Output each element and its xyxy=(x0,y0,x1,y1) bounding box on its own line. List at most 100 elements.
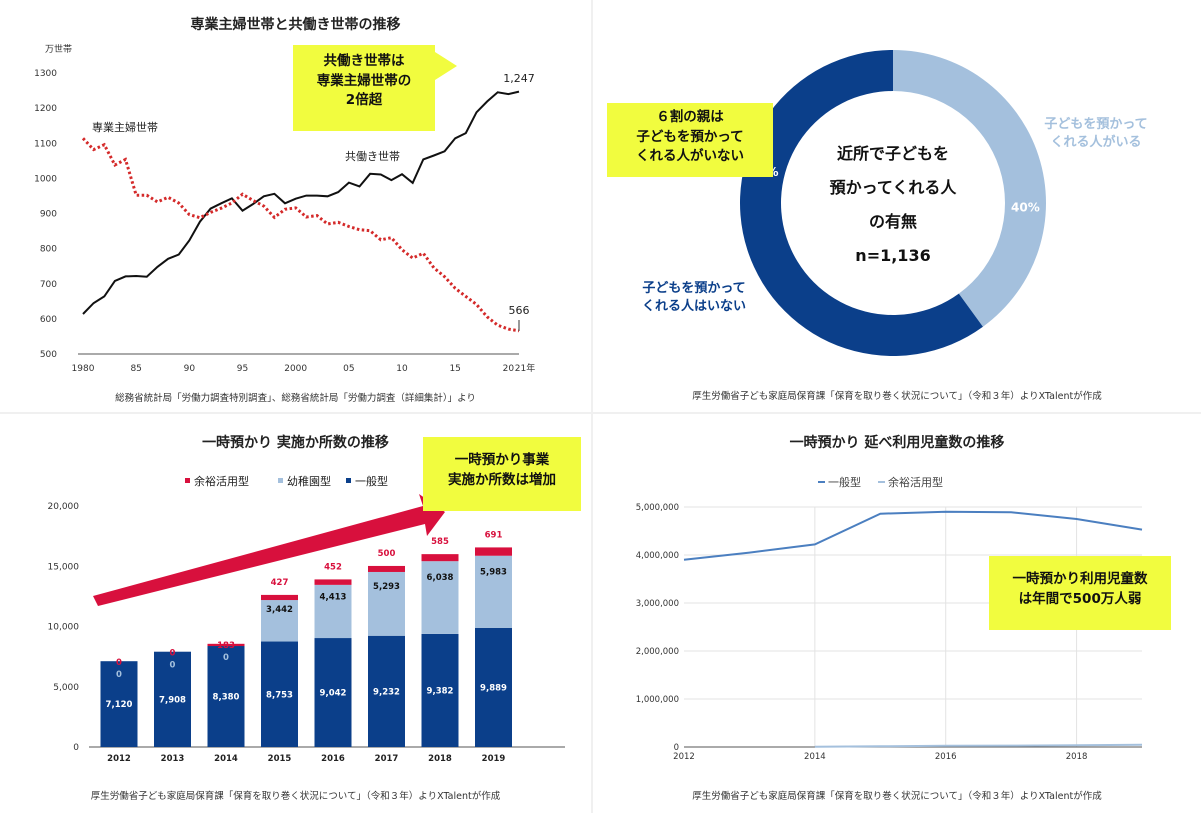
x-tick-label: 2014 xyxy=(804,752,826,762)
bar-segment xyxy=(314,579,352,585)
bar-segment xyxy=(475,555,512,628)
bar-label-general: 8,753 xyxy=(266,690,293,700)
bar-label-kindergarten: 0 xyxy=(116,670,122,680)
y-unit-label: 万世帯 xyxy=(45,43,72,55)
x-tick-label: 21年 xyxy=(515,362,535,374)
bar-label-kindergarten: 5,983 xyxy=(480,568,507,578)
panel2-source: 厚生労働省子ども家庭局保育課「保育を取り巻く状況について」（令和３年）よりXTa… xyxy=(692,391,1102,402)
y-tick-label: 2,000,000 xyxy=(636,647,679,657)
x-tick-label: 05 xyxy=(343,364,354,374)
panel4-source: 厚生労働省子ども家庭局保育課「保育を取り巻く状況について」（令和３年）よりXTa… xyxy=(692,791,1102,802)
y-tick-label: 5,000 xyxy=(53,683,79,693)
donut-center-text: n=1,136 xyxy=(855,246,930,265)
y-tick-label: 5,000,000 xyxy=(636,503,679,513)
legend-swatch xyxy=(185,478,190,483)
x-tick-label: 20 xyxy=(503,364,515,374)
bar-label-kindergarten: 6,038 xyxy=(427,573,454,583)
panel3-note-line1: 一時預かり事業 xyxy=(454,452,550,468)
bar-segment xyxy=(261,600,298,642)
x-tick-label: 90 xyxy=(184,364,196,374)
donut-chart: 40%60%子どもを預かってくれる人がいる子どもを預かってくれる人はいない近所で… xyxy=(600,38,1195,380)
bar-label-kindergarten: 4,413 xyxy=(320,593,347,603)
x-tick-label: 2013 xyxy=(161,754,185,764)
x-tick-label: 2000 xyxy=(284,364,307,374)
donut-center-text: 近所で子どもを xyxy=(837,144,949,163)
panel3-title: 一時預かり 実施か所数の推移 xyxy=(202,435,389,451)
x-tick-label: 2018 xyxy=(428,754,452,764)
bar-label-general: 9,042 xyxy=(320,689,347,699)
panel1-title: 専業主婦世帯と共働き世帯の推移 xyxy=(190,17,401,33)
bar-segment xyxy=(154,651,191,747)
y-tick-label: 0 xyxy=(73,743,79,753)
legend-label: 一般型 xyxy=(355,474,388,488)
series-label-housewife: 専業主婦世帯 xyxy=(92,120,158,134)
panel3-note: 一時預かり事業 実施か所数は増加 xyxy=(423,437,581,511)
bar-label-spare: 0 xyxy=(116,658,122,668)
bar-label-general: 7,120 xyxy=(106,700,133,710)
panel2-note: ６割の親は 子どもを預かって くれる人がいない xyxy=(607,103,773,177)
y-tick-label: 500 xyxy=(40,350,57,360)
x-tick-label: 2015 xyxy=(268,754,292,764)
legend-swatch xyxy=(278,478,283,483)
y-tick-label: 1200 xyxy=(35,104,57,114)
bar-segment xyxy=(475,547,512,556)
y-tick-label: 1,000,000 xyxy=(636,695,679,705)
panel2-note-line2: 子どもを預かって xyxy=(636,128,744,145)
y-tick-label: 1000 xyxy=(35,174,57,184)
end-value-housewife: 566 xyxy=(509,304,530,317)
bar-segment xyxy=(421,633,459,747)
bar-label-spare: 500 xyxy=(378,549,396,559)
x-tick-label: 95 xyxy=(237,364,248,374)
panel1-note-line3: 2倍超 xyxy=(345,92,383,109)
trend-arrow xyxy=(93,494,445,606)
x-tick-label: 2016 xyxy=(321,754,345,764)
x-tick-label: 2018 xyxy=(1066,752,1088,762)
y-tick-label: 700 xyxy=(40,280,57,290)
bar-segment xyxy=(207,643,245,647)
series-line-housewife xyxy=(81,137,520,333)
panel4-note-line1: 一時預かり利用児童数 xyxy=(1012,571,1148,587)
x-tick-label: 2012 xyxy=(107,754,131,764)
bar-segment xyxy=(368,635,405,747)
y-tick-label: 600 xyxy=(40,315,57,325)
bar-label-kindergarten: 0 xyxy=(223,653,229,663)
y-tick-label: 20,000 xyxy=(48,502,80,512)
x-tick-label: 2012 xyxy=(673,752,695,762)
panel4-note-line2: は年間で500万人弱 xyxy=(1018,590,1142,607)
y-tick-label: 10,000 xyxy=(48,623,80,633)
bar-label-kindergarten: 3,442 xyxy=(266,605,293,615)
slice-label-helper-yes: 子どもを預かって xyxy=(1044,117,1147,132)
y-tick-label: 1300 xyxy=(35,69,57,79)
bar-label-general: 8,380 xyxy=(213,693,240,703)
bar-segment xyxy=(421,561,459,634)
y-tick-label: 3,000,000 xyxy=(636,599,679,609)
legend-label: 余裕活用型 xyxy=(194,474,249,488)
donut-slice xyxy=(893,50,1046,327)
panel1-note: 共働き世帯は 専業主婦世帯の 2倍超 xyxy=(293,45,435,131)
slice-label-helper-no: 子どもを預かって xyxy=(642,281,745,296)
bar-segment xyxy=(314,584,352,639)
panel3-note-line2: 実施か所数は増加 xyxy=(448,471,556,488)
x-tick-label: 2014 xyxy=(214,754,238,764)
legend-label: 一般型 xyxy=(828,475,861,489)
slice-label-helper-yes: くれる人がいる xyxy=(1050,134,1141,150)
panel3-source: 厚生労働省子ども家庭局保育課「保育を取り巻く状況について」（令和３年）よりXTa… xyxy=(90,791,501,802)
legend-swatch xyxy=(346,478,351,483)
panel1-note-line1: 共働き世帯は xyxy=(323,53,405,69)
y-tick-label: 1100 xyxy=(35,139,57,149)
bar-segment xyxy=(475,627,512,747)
bar-segment xyxy=(368,565,405,572)
bar-segment xyxy=(314,638,352,747)
y-tick-label: 800 xyxy=(40,245,57,255)
x-tick-label: 1980 xyxy=(72,364,95,374)
y-tick-label: 900 xyxy=(40,210,57,220)
bar-label-spare: 0 xyxy=(170,649,176,659)
bar-segment xyxy=(100,661,138,747)
panel1-note-line2: 専業主婦世帯の xyxy=(316,72,412,89)
bar-label-general: 7,908 xyxy=(159,695,186,705)
panel2-note-line3: くれる人がいない xyxy=(636,148,744,165)
bar-label-general: 9,382 xyxy=(427,686,454,696)
bar-segment xyxy=(207,646,245,747)
panel4-title: 一時預かり 延べ利用児童数の推移 xyxy=(789,435,1005,451)
y-tick-label: 15,000 xyxy=(48,562,80,572)
